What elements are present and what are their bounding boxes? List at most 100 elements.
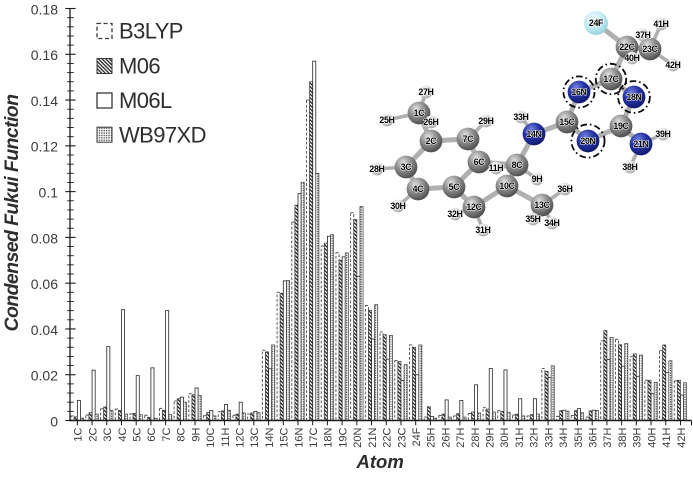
svg-text:19C: 19C bbox=[337, 427, 349, 447]
svg-text:13C: 13C bbox=[249, 427, 261, 447]
svg-text:0.12: 0.12 bbox=[31, 139, 58, 155]
svg-text:29H: 29H bbox=[478, 116, 493, 126]
svg-text:33H: 33H bbox=[513, 112, 528, 122]
svg-text:11H: 11H bbox=[220, 427, 232, 446]
svg-text:41H: 41H bbox=[661, 427, 673, 447]
svg-text:0.02: 0.02 bbox=[31, 368, 58, 384]
svg-text:24F: 24F bbox=[589, 18, 604, 28]
svg-text:WB97XD: WB97XD bbox=[119, 122, 206, 147]
svg-text:35H: 35H bbox=[573, 427, 585, 447]
svg-text:15C: 15C bbox=[279, 427, 291, 447]
svg-text:39H: 39H bbox=[632, 427, 644, 447]
svg-text:M06L: M06L bbox=[119, 88, 172, 113]
svg-text:M06: M06 bbox=[119, 54, 160, 79]
svg-text:42H: 42H bbox=[676, 427, 688, 447]
svg-text:24F: 24F bbox=[411, 427, 423, 446]
svg-text:3C: 3C bbox=[401, 162, 413, 172]
svg-text:9H: 9H bbox=[532, 174, 543, 184]
svg-text:0.08: 0.08 bbox=[31, 230, 58, 246]
svg-text:17C: 17C bbox=[603, 74, 619, 84]
svg-text:7C: 7C bbox=[161, 427, 173, 441]
svg-text:10C: 10C bbox=[205, 427, 217, 447]
svg-text:25H: 25H bbox=[379, 115, 394, 125]
svg-text:8C: 8C bbox=[512, 160, 524, 170]
svg-text:41H: 41H bbox=[653, 19, 668, 29]
svg-text:27H: 27H bbox=[455, 427, 467, 447]
svg-text:42H: 42H bbox=[665, 60, 680, 70]
svg-text:14N: 14N bbox=[526, 129, 541, 139]
svg-text:5C: 5C bbox=[131, 427, 143, 441]
svg-text:10C: 10C bbox=[499, 181, 515, 191]
svg-text:23C: 23C bbox=[396, 427, 408, 447]
svg-text:32H: 32H bbox=[529, 427, 541, 447]
svg-text:26H: 26H bbox=[423, 117, 438, 127]
svg-text:22C: 22C bbox=[382, 427, 394, 447]
svg-text:Condensed Fukui Function: Condensed Fukui Function bbox=[1, 94, 23, 332]
svg-text:31H: 31H bbox=[514, 427, 526, 447]
svg-text:37H: 37H bbox=[602, 427, 614, 447]
svg-text:30H: 30H bbox=[390, 201, 405, 211]
svg-text:14N: 14N bbox=[264, 427, 276, 447]
svg-text:1C: 1C bbox=[414, 108, 426, 118]
svg-text:36H: 36H bbox=[557, 184, 572, 194]
svg-text:38H: 38H bbox=[617, 427, 629, 447]
svg-text:7C: 7C bbox=[463, 134, 475, 144]
svg-text:33H: 33H bbox=[543, 427, 555, 447]
svg-text:0: 0 bbox=[50, 413, 58, 429]
svg-text:37H: 37H bbox=[635, 30, 650, 40]
svg-text:13C: 13C bbox=[534, 200, 550, 210]
svg-text:16N: 16N bbox=[571, 87, 586, 97]
svg-text:28H: 28H bbox=[470, 427, 482, 447]
svg-text:2C: 2C bbox=[426, 136, 438, 146]
svg-text:6C: 6C bbox=[146, 427, 158, 441]
svg-text:12C: 12C bbox=[466, 202, 482, 212]
svg-text:39H: 39H bbox=[655, 129, 670, 139]
svg-text:2C: 2C bbox=[87, 427, 99, 441]
svg-text:18N: 18N bbox=[626, 92, 641, 102]
svg-text:40H: 40H bbox=[646, 427, 658, 447]
svg-text:20N: 20N bbox=[580, 136, 595, 146]
svg-text:15C: 15C bbox=[559, 117, 575, 127]
svg-text:17C: 17C bbox=[308, 427, 320, 447]
svg-text:22C: 22C bbox=[619, 42, 635, 52]
svg-text:29H: 29H bbox=[485, 427, 497, 447]
svg-text:9H: 9H bbox=[190, 427, 202, 441]
svg-text:0.16: 0.16 bbox=[31, 47, 58, 63]
svg-text:6C: 6C bbox=[474, 157, 486, 167]
svg-text:30H: 30H bbox=[499, 427, 511, 447]
svg-text:20N: 20N bbox=[352, 427, 364, 447]
svg-text:4C: 4C bbox=[117, 427, 129, 441]
svg-text:21N: 21N bbox=[367, 427, 379, 447]
svg-text:1C: 1C bbox=[73, 427, 85, 441]
svg-text:26H: 26H bbox=[440, 427, 452, 447]
svg-text:0.1: 0.1 bbox=[39, 185, 59, 201]
svg-text:0.14: 0.14 bbox=[31, 93, 58, 109]
svg-text:12C: 12C bbox=[234, 427, 246, 447]
svg-text:5C: 5C bbox=[449, 182, 461, 192]
svg-text:35H: 35H bbox=[525, 214, 540, 224]
svg-text:23C: 23C bbox=[642, 44, 658, 54]
svg-text:34H: 34H bbox=[544, 218, 559, 228]
svg-text:18N: 18N bbox=[323, 427, 335, 447]
svg-text:21N: 21N bbox=[633, 139, 648, 149]
svg-text:36H: 36H bbox=[588, 427, 600, 447]
svg-text:B3LYP: B3LYP bbox=[119, 19, 183, 44]
svg-text:Atom: Atom bbox=[356, 451, 404, 472]
svg-text:34H: 34H bbox=[558, 427, 570, 447]
svg-text:32H: 32H bbox=[447, 209, 462, 219]
svg-text:4C: 4C bbox=[413, 184, 425, 194]
svg-text:0.04: 0.04 bbox=[31, 322, 58, 338]
svg-text:38H: 38H bbox=[622, 162, 637, 172]
svg-text:19C: 19C bbox=[613, 121, 629, 131]
svg-text:0.18: 0.18 bbox=[31, 1, 58, 17]
svg-text:11H: 11H bbox=[489, 163, 504, 173]
svg-text:16N: 16N bbox=[293, 427, 305, 447]
svg-text:3C: 3C bbox=[102, 427, 114, 441]
svg-text:31H: 31H bbox=[475, 225, 490, 235]
svg-text:25H: 25H bbox=[426, 427, 438, 447]
svg-text:28H: 28H bbox=[369, 164, 384, 174]
svg-text:0.06: 0.06 bbox=[31, 276, 58, 292]
svg-text:40H: 40H bbox=[624, 53, 639, 63]
svg-text:8C: 8C bbox=[176, 427, 188, 441]
svg-text:27H: 27H bbox=[418, 87, 433, 97]
